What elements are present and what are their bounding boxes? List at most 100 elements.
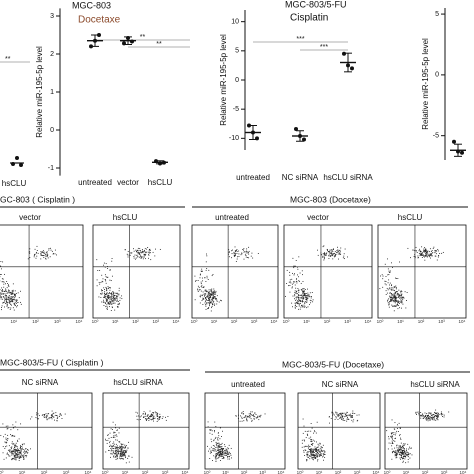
event-dot xyxy=(323,252,325,254)
event-dot xyxy=(151,414,153,416)
event-dot xyxy=(23,448,25,450)
event-dot xyxy=(127,447,129,449)
event-dot xyxy=(317,449,319,451)
event-dot xyxy=(385,281,387,282)
event-dot xyxy=(204,300,206,302)
event-dot xyxy=(154,417,156,419)
event-dot xyxy=(302,274,303,276)
event-dot xyxy=(425,254,427,256)
event-dot xyxy=(293,265,295,267)
event-dot xyxy=(212,298,214,300)
event-dot xyxy=(416,411,418,413)
event-dot xyxy=(241,416,243,418)
event-dot xyxy=(286,283,288,284)
event-dot xyxy=(394,301,396,303)
event-dot xyxy=(394,295,396,297)
event-dot xyxy=(397,293,399,295)
event-dot xyxy=(346,420,348,422)
event-dot xyxy=(103,287,105,289)
event-dot xyxy=(19,447,21,449)
event-dot xyxy=(20,449,22,451)
event-dot xyxy=(45,416,47,418)
event-dot xyxy=(114,299,116,301)
event-dot xyxy=(211,303,213,305)
event-dot xyxy=(420,253,422,255)
event-dot xyxy=(46,415,48,417)
event-dot xyxy=(116,453,118,455)
event-dot xyxy=(398,301,399,303)
event-dot xyxy=(396,428,398,429)
event-dot xyxy=(12,453,14,455)
event-dot xyxy=(395,457,397,459)
event-dot xyxy=(29,252,31,254)
point xyxy=(302,137,306,142)
event-dot xyxy=(217,452,219,454)
event-dot xyxy=(308,446,310,448)
event-dot xyxy=(228,249,230,251)
event-dot xyxy=(210,446,212,448)
event-dot xyxy=(0,296,2,298)
event-dot xyxy=(221,446,223,448)
event-dot xyxy=(342,418,344,420)
event-dot xyxy=(427,417,429,419)
event-dot xyxy=(311,454,313,456)
event-dot xyxy=(12,296,14,298)
event-dot xyxy=(143,254,145,255)
event-dot xyxy=(122,458,124,460)
event-dot xyxy=(13,303,15,305)
event-dot xyxy=(109,301,111,303)
event-dot xyxy=(207,302,209,304)
event-dot xyxy=(394,290,396,292)
event-dot xyxy=(402,454,404,455)
event-dot xyxy=(45,254,47,256)
event-dot xyxy=(110,450,112,452)
event-dot xyxy=(15,451,17,453)
event-dot xyxy=(199,289,201,291)
event-dot xyxy=(232,249,233,251)
event-dot xyxy=(152,417,154,419)
event-dot xyxy=(37,413,39,415)
event-dot xyxy=(223,448,225,449)
event-dot xyxy=(124,452,126,453)
event-dot xyxy=(145,258,147,260)
event-dot xyxy=(390,296,392,298)
event-dot xyxy=(201,271,202,272)
event-dot xyxy=(124,454,125,456)
event-dot xyxy=(257,253,259,254)
event-dot xyxy=(13,302,15,304)
event-dot xyxy=(388,302,390,304)
event-dot xyxy=(43,252,45,254)
event-dot xyxy=(215,443,217,445)
event-dot xyxy=(18,297,20,299)
event-dot xyxy=(109,446,110,447)
event-dot xyxy=(231,457,233,459)
event-dot xyxy=(403,448,405,450)
event-dot xyxy=(106,292,108,294)
event-dot xyxy=(208,289,210,291)
event-dot xyxy=(345,412,347,414)
event-dot xyxy=(215,450,217,452)
point xyxy=(162,160,166,165)
event-dot xyxy=(7,303,8,305)
event-dot xyxy=(312,450,314,452)
event-dot xyxy=(325,254,327,256)
event-dot xyxy=(11,442,13,444)
flow-condition: hsCLU xyxy=(398,213,423,222)
event-dot xyxy=(100,282,102,283)
event-dot xyxy=(19,445,21,447)
event-dot xyxy=(401,454,403,456)
event-dot xyxy=(314,431,316,433)
event-dot xyxy=(390,299,392,301)
event-dot xyxy=(297,302,299,304)
event-dot xyxy=(216,452,218,454)
event-dot xyxy=(131,456,133,458)
event-dot xyxy=(135,250,137,252)
event-dot xyxy=(250,418,252,420)
event-dot xyxy=(24,452,26,454)
event-dot xyxy=(219,446,221,448)
event-dot xyxy=(5,289,7,291)
event-dot xyxy=(9,450,11,452)
event-dot xyxy=(222,452,224,454)
event-dot xyxy=(16,306,17,308)
event-dot xyxy=(298,295,299,296)
